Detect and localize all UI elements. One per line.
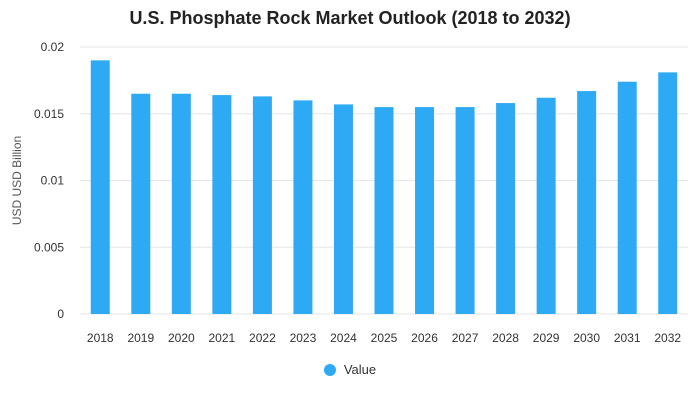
bar-2025 (374, 107, 394, 314)
bar-2019 (131, 93, 151, 314)
bar-2028 (496, 103, 516, 314)
y-tick-label: 0.02 (41, 40, 65, 54)
bar-2026 (415, 107, 435, 314)
y-axis-label: USD USD Billion (10, 136, 24, 225)
x-tick-label: 2027 (452, 331, 479, 345)
bar-2020 (171, 93, 191, 314)
x-tick-label: 2030 (573, 331, 600, 345)
x-tick-label: 2026 (411, 331, 438, 345)
bar-2032 (658, 72, 678, 315)
bar-2030 (577, 91, 597, 315)
bar-2029 (536, 97, 556, 314)
x-tick-label: 2028 (492, 331, 519, 345)
chart-title: U.S. Phosphate Rock Market Outlook (2018… (129, 8, 571, 28)
x-tick-label: 2018 (87, 331, 114, 345)
x-tick-label: 2024 (330, 331, 357, 345)
legend[interactable]: Value (0, 362, 700, 377)
bar-2022 (252, 96, 272, 315)
y-tick-label: 0.015 (34, 107, 64, 121)
bar-2021 (212, 95, 232, 314)
x-tick-label: 2023 (290, 331, 317, 345)
y-tick-label: 0 (57, 307, 64, 321)
x-tick-label: 2031 (614, 331, 641, 345)
y-tick-label: 0.01 (41, 174, 65, 188)
bar-2024 (333, 104, 353, 314)
y-tick-label: 0.005 (34, 240, 64, 254)
legend-label: Value (343, 362, 377, 377)
x-tick-label: 2022 (249, 331, 276, 345)
x-tick-label: 2025 (371, 331, 398, 345)
bar-2027 (455, 107, 475, 314)
x-tick-label: 2019 (127, 331, 154, 345)
bar-2018 (90, 60, 110, 314)
x-tick-label: 2029 (533, 331, 560, 345)
bar-2023 (293, 100, 313, 315)
x-tick-label: 2032 (654, 331, 681, 345)
legend-swatch (323, 363, 336, 376)
bar-2031 (617, 81, 637, 315)
x-tick-label: 2021 (209, 331, 236, 345)
x-tick-label: 2020 (168, 331, 195, 345)
